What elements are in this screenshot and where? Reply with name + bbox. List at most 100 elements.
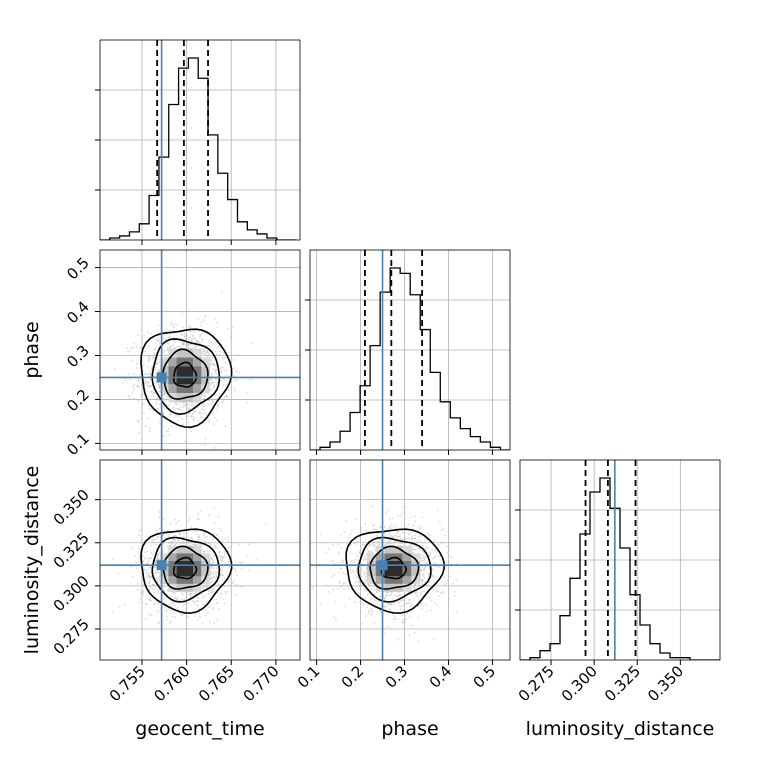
sample-point: [417, 538, 419, 541]
sample-point: [223, 551, 226, 554]
sample-point: [135, 561, 137, 563]
sample-point: [158, 572, 161, 575]
sample-point: [425, 596, 428, 599]
sample-point: [132, 397, 135, 400]
sample-point: [375, 599, 378, 602]
sample-point: [410, 602, 413, 605]
density-block: [193, 583, 202, 592]
hist-bar: [370, 346, 380, 450]
sample-point: [405, 618, 408, 621]
sample-point: [408, 634, 411, 637]
density-block: [384, 553, 394, 562]
sample-point: [398, 595, 400, 597]
density-block: [393, 545, 403, 554]
sample-point: [155, 400, 158, 403]
sample-point: [162, 337, 164, 339]
sample-point: [351, 529, 353, 532]
sample-point: [445, 582, 448, 584]
sample-point: [378, 543, 381, 546]
x-tick-label: 0.300: [558, 662, 601, 705]
sample-point: [144, 373, 147, 375]
sample-point: [388, 525, 391, 528]
sample-point: [347, 536, 350, 539]
density-block: [201, 553, 210, 562]
sample-point: [212, 559, 215, 562]
sample-point: [207, 418, 210, 421]
hist-step-line: [520, 477, 720, 660]
sample-point: [204, 405, 206, 408]
sample-point: [333, 574, 335, 576]
sample-point: [137, 588, 140, 591]
sample-point: [388, 609, 390, 612]
density-block: [193, 553, 202, 562]
sample-point: [138, 431, 141, 434]
sample-point: [388, 518, 391, 520]
sample-point: [191, 334, 193, 337]
sample-point: [155, 338, 158, 341]
sample-point: [216, 618, 219, 621]
sample-point: [203, 595, 205, 597]
sample-point: [407, 601, 410, 604]
sample-point: [418, 599, 420, 601]
sample-point: [430, 609, 433, 611]
sample-point: [122, 381, 125, 384]
sample-point: [175, 323, 177, 326]
sample-point: [167, 535, 170, 538]
sample-point: [171, 540, 173, 543]
sample-point: [255, 558, 258, 561]
x-axis-label-luminosity_distance: luminosity_distance: [526, 718, 715, 740]
contour-line: [345, 528, 445, 614]
sample-point: [205, 609, 207, 611]
sample-point: [215, 534, 218, 536]
sample-point: [362, 603, 365, 606]
y-tick-label: 0.325: [50, 529, 93, 572]
sample-point: [321, 542, 323, 544]
sample-point: [207, 592, 210, 595]
sample-point: [153, 353, 155, 356]
sample-point: [137, 400, 140, 403]
sample-point: [360, 530, 362, 533]
sample-point: [391, 525, 393, 528]
sample-point: [347, 587, 350, 589]
sample-point: [425, 546, 428, 549]
sample-point: [204, 437, 207, 440]
sample-point: [424, 565, 427, 568]
sample-point: [344, 572, 346, 575]
sample-point: [342, 582, 345, 585]
density-block: [193, 348, 202, 358]
sample-point: [186, 344, 189, 347]
sample-point: [150, 390, 152, 393]
sample-point: [182, 604, 185, 607]
sample-point: [209, 331, 212, 333]
sample-point: [143, 551, 146, 554]
sample-point: [356, 555, 359, 558]
sample-point: [194, 591, 197, 594]
sample-point: [165, 356, 168, 358]
sample-point: [210, 545, 213, 547]
sample-point: [264, 522, 267, 525]
sample-point: [342, 584, 345, 587]
sample-point: [112, 611, 114, 614]
sample-point: [185, 627, 188, 630]
sample-point: [333, 600, 336, 603]
sample-point: [400, 600, 402, 602]
sample-point: [223, 553, 226, 556]
sample-point: [210, 576, 213, 579]
density-block: [176, 568, 186, 577]
sample-point: [399, 607, 402, 610]
sample-point: [435, 550, 438, 553]
sample-point: [206, 535, 208, 538]
sample-point: [420, 557, 423, 560]
sample-point: [167, 541, 170, 544]
sample-point: [202, 412, 205, 415]
sample-point: [372, 541, 375, 544]
sample-point: [149, 544, 152, 547]
sample-point: [383, 534, 386, 537]
sample-point: [363, 544, 366, 546]
sample-point: [187, 346, 190, 349]
sample-point: [356, 579, 358, 582]
sample-point: [182, 341, 185, 344]
sample-point: [397, 535, 400, 538]
sample-point: [414, 514, 416, 517]
sample-point: [411, 625, 414, 628]
